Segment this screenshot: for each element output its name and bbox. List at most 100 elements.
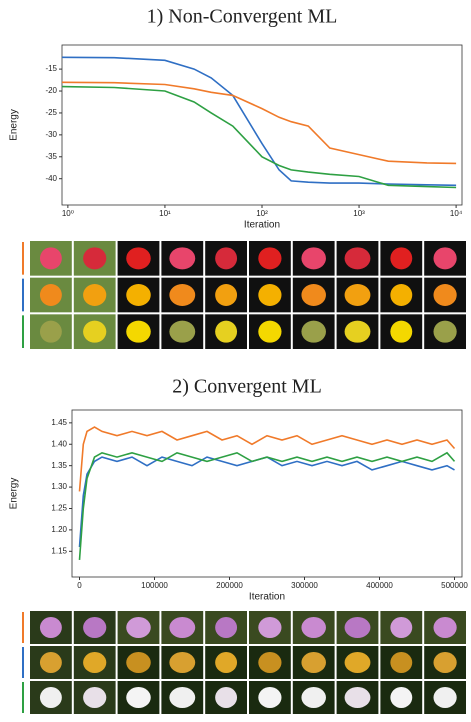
x-tick-label: 100000 [141,581,168,590]
thumbnail-content [301,652,326,673]
thumbnail-content [83,247,107,270]
thumbnail-content [169,687,196,708]
thumbnail-content [301,320,326,343]
y-tick-label: -15 [45,64,57,73]
thumbnail-content [344,320,371,343]
series-line [78,451,456,560]
sample-grid [22,241,466,349]
thumbnail-content [83,320,107,343]
chart: 2) Convergent ML 1.45 1.40 1.35 1.30 1.25 1.20… [9,376,469,603]
chart-title: 1) Non-Convergent ML [147,6,338,28]
series-line [61,56,457,187]
thumbnail-content [301,284,326,306]
x-tick-label: 10⁰ [62,209,74,218]
thumbnail-content [344,617,371,638]
thumbnail-content [169,320,196,343]
thumbnail-content [215,284,238,306]
chart-title: 2) Convergent ML [172,376,322,398]
thumbnail-content [258,652,282,673]
y-tick-label: -40 [45,174,57,183]
thumbnail-content [433,247,457,270]
thumbnail-content [169,617,196,638]
x-axis-label: Iteration [244,220,280,231]
x-tick-label: 10⁴ [450,209,463,218]
thumbnail-content [126,247,151,270]
plot-frame [61,44,463,206]
y-tick-label: 1.30 [51,482,67,491]
thumbnail-content [344,284,371,306]
x-tick-label: 10³ [353,209,365,218]
thumbnail-content [344,652,371,673]
x-tick-label: 400000 [366,581,393,590]
y-tick-label: 1.15 [51,546,67,555]
x-tick-label: 0 [77,581,82,590]
thumbnail-content [390,617,413,638]
thumbnail-content [433,284,457,306]
thumbnail-content [258,284,282,306]
y-tick-label: 1.20 [51,525,67,534]
thumbnail-content [215,247,238,270]
thumbnail-content [390,687,413,708]
thumbnail-content [215,652,238,673]
thumbnail-content [215,687,238,708]
y-tick-label: -20 [45,86,57,95]
y-tick-label: 1.45 [51,418,67,427]
y-tick-label: 1.25 [51,504,67,513]
x-tick-label: 10² [256,209,268,218]
series-line [78,426,456,492]
row-marker [22,242,24,275]
x-tick-label: 300000 [291,581,318,590]
thumbnail-content [390,652,413,673]
y-tick-label: -25 [45,108,57,117]
thumbnail-content [433,617,457,638]
thumbnail-content [390,320,413,343]
x-axis-label: Iteration [249,592,285,603]
thumbnail-content [39,247,62,270]
x-tick-label: 200000 [216,581,243,590]
thumbnail-content [344,687,371,708]
thumbnail-content [258,687,282,708]
thumbnail-content [126,320,151,343]
thumbnail-content [433,320,457,343]
thumbnail-content [39,687,62,708]
row-marker [22,647,24,678]
chart: 1) Non-Convergent ML -15 -20 -25 -30 -35 -40 10… [9,6,463,231]
plot-frame [71,409,463,578]
thumbnail-content [39,652,62,673]
thumbnail-content [390,247,413,270]
thumbnail-content [433,652,457,673]
thumbnail-content [215,617,238,638]
thumbnail-content [301,247,326,270]
series-line [78,456,455,548]
x-tick-label: 500000 [441,581,468,590]
thumbnail-content [126,284,151,306]
y-tick-label: 1.35 [51,461,67,470]
thumbnail-content [215,320,238,343]
y-tick-label: -30 [45,130,57,139]
thumbnail-content [301,687,326,708]
y-axis-label: Energy [9,109,20,141]
thumbnail-content [39,617,62,638]
thumbnail-content [433,687,457,708]
row-marker [22,315,24,348]
x-tick-label: 10¹ [159,209,171,218]
thumbnail-content [258,320,282,343]
thumbnail-content [258,617,282,638]
thumbnail-content [169,247,196,270]
row-marker [22,612,24,643]
thumbnail-content [126,652,151,673]
thumbnail-content [169,652,196,673]
y-axis-label: Energy [9,478,20,510]
thumbnail-content [39,320,62,343]
thumbnail-content [39,284,62,306]
thumbnail-content [169,284,196,306]
thumbnail-content [390,284,413,306]
row-marker [22,682,24,713]
thumbnail-content [83,617,107,638]
thumbnail-content [83,687,107,708]
series-line [61,81,457,165]
thumbnail-content [126,617,151,638]
thumbnail-content [344,247,371,270]
